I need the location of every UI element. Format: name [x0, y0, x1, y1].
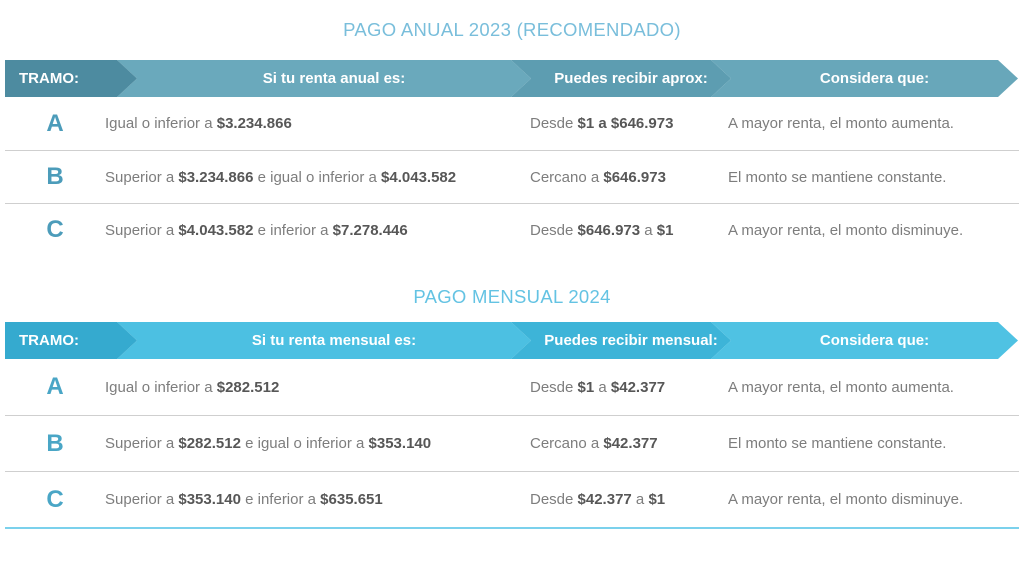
cell-considera: A mayor renta, el monto disminuye.: [728, 491, 964, 508]
header-cell-considera: Considera que:: [711, 322, 1018, 359]
tramo-letter: B: [46, 429, 64, 457]
table-row-a: A Igual o inferior a $282.512 Desde $1 a…: [5, 359, 1019, 415]
cell-renta: Superior a $282.512 e igual o inferior a…: [105, 435, 432, 452]
cell-renta: Superior a $353.140 e inferior a $635.65…: [105, 491, 383, 508]
header-label-recibe: Puedes recibir aprox:: [554, 70, 708, 87]
cell-recibe: Cercano a $42.377: [530, 435, 658, 452]
table-body: A Igual o inferior a $3.234.866 Desde $1…: [5, 97, 1019, 256]
header-label-renta: Si tu renta anual es:: [262, 70, 406, 87]
header-label-renta: Si tu renta mensual es:: [251, 332, 417, 349]
table-row-a: A Igual o inferior a $3.234.866 Desde $1…: [5, 97, 1019, 150]
header-label-considera: Considera que:: [819, 332, 930, 349]
cell-considera: A mayor renta, el monto aumenta.: [728, 378, 954, 396]
page: PAGO ANUAL 2023 (RECOMENDADO) TRAMO: Si …: [0, 19, 1024, 529]
cell-recibe: Desde $1 a $646.973: [530, 115, 674, 132]
table-header-row: TRAMO: Si tu renta anual es: Puedes reci…: [5, 60, 1018, 97]
cell-renta: Igual o inferior a $3.234.866: [105, 115, 292, 132]
tramo-letter: A: [46, 109, 64, 137]
header-cell-considera: Considera que:: [711, 60, 1018, 97]
table-row-c: C Superior a $353.140 e inferior a $635.…: [5, 471, 1019, 527]
header-label-recibe: Puedes recibir mensual:: [544, 332, 718, 349]
cell-considera: El monto se mantiene constante.: [728, 168, 947, 186]
tramo-letter: C: [46, 485, 64, 513]
cell-considera: El monto se mantiene constante.: [728, 435, 947, 452]
table-pago-anual-2023: PAGO ANUAL 2023 (RECOMENDADO) TRAMO: Si …: [5, 19, 1019, 256]
header-cell-recibe: Puedes recibir mensual:: [511, 322, 731, 359]
tramo-letter: C: [46, 216, 64, 243]
header-cell-recibe: Puedes recibir aprox:: [511, 60, 731, 97]
cell-recibe: Desde $646.973 a $1: [530, 221, 674, 239]
table-row-c: C Superior a $4.043.582 e inferior a $7.…: [5, 203, 1019, 256]
header-label-tramo: TRAMO:: [19, 70, 79, 87]
tramo-letter: B: [46, 163, 64, 190]
header-label-tramo: TRAMO:: [19, 332, 79, 349]
table-header-row: TRAMO: Si tu renta mensual es: Puedes re…: [5, 322, 1018, 359]
cell-renta: Superior a $3.234.866 e igual o inferior…: [105, 168, 457, 186]
header-cell-tramo: TRAMO:: [5, 322, 137, 359]
cell-considera: A mayor renta, el monto aumenta.: [728, 115, 954, 132]
header-label-considera: Considera que:: [819, 70, 930, 87]
cell-renta: Igual o inferior a $282.512: [105, 378, 280, 396]
header-cell-renta: Si tu renta anual es:: [117, 60, 531, 97]
header-cell-tramo: TRAMO:: [5, 60, 137, 97]
header-cell-renta: Si tu renta mensual es:: [117, 322, 531, 359]
table-pago-mensual-2024: PAGO MENSUAL 2024 TRAMO: Si tu renta men…: [5, 286, 1019, 529]
table-title-pago-anual: PAGO ANUAL 2023 (RECOMENDADO): [343, 19, 681, 40]
cell-considera: A mayor renta, el monto disminuye.: [728, 221, 964, 239]
table-row-b: B Superior a $3.234.866 e igual o inferi…: [5, 150, 1019, 203]
cell-recibe: Cercano a $646.973: [530, 168, 666, 186]
tramo-letter: A: [46, 373, 64, 400]
table-title-pago-mensual: PAGO MENSUAL 2024: [413, 286, 611, 307]
table-row-b: B Superior a $282.512 e igual o inferior…: [5, 415, 1019, 471]
cell-recibe: Desde $42.377 a $1: [530, 491, 666, 508]
cell-renta: Superior a $4.043.582 e inferior a $7.27…: [105, 221, 408, 239]
table-body: A Igual o inferior a $282.512 Desde $1 a…: [5, 359, 1019, 529]
cell-recibe: Desde $1 a $42.377: [530, 378, 666, 396]
